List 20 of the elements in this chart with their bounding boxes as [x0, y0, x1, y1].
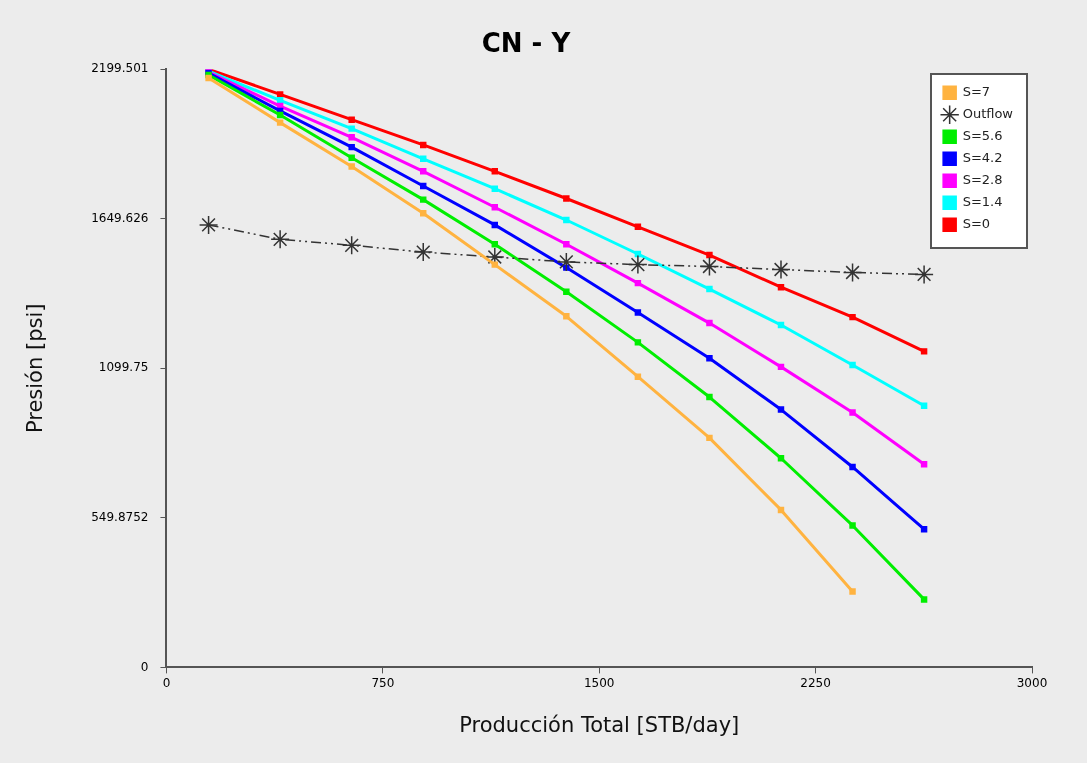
- legend-label: S=0: [962, 216, 991, 232]
- legend-label: Outflow: [962, 106, 1014, 122]
- y-tick-label: 1099.75: [98, 360, 149, 375]
- x-axis-title: Producción Total [STB/day]: [459, 712, 740, 737]
- y-axis-title: Presión [psi]: [23, 303, 48, 434]
- y-tick-label: 1649.626: [91, 210, 149, 225]
- x-tick-label: 2250: [800, 675, 831, 690]
- y-tick-label: 549.8752: [91, 509, 149, 524]
- legend-label: S=7: [962, 84, 991, 100]
- y-tick-label: 2199.501: [91, 61, 149, 76]
- chart-title: CN - Y: [481, 28, 572, 59]
- x-tick-label: 1500: [583, 675, 615, 690]
- x-tick-label: 0: [162, 675, 171, 690]
- legend-label: S=2.8: [962, 172, 1003, 188]
- legend-label: S=5.6: [962, 128, 1003, 144]
- x-tick-label: 3000: [1016, 675, 1048, 690]
- legend-label: S=1.4: [962, 194, 1003, 210]
- x-tick-label: 750: [371, 675, 395, 690]
- legend-label: S=4.2: [962, 150, 1003, 166]
- y-tick-label: 0: [140, 659, 149, 674]
